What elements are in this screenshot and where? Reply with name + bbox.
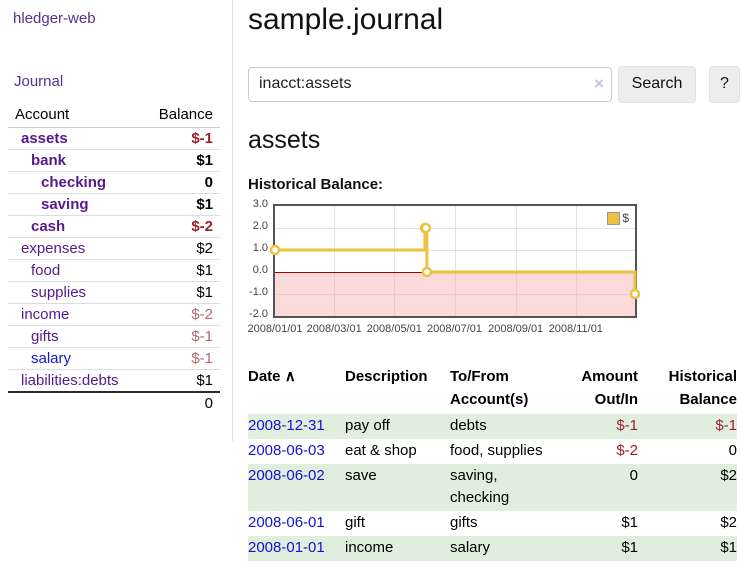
chart-plot: $ — [269, 204, 641, 318]
txn-balance: 0 — [728, 442, 737, 459]
account-row: food $1 — [8, 259, 220, 282]
register-row: 2008-06-01 gift gifts $1 $2 — [248, 511, 737, 536]
account-link-salary[interactable]: salary — [31, 350, 72, 367]
txn-accounts: gifts — [450, 514, 478, 531]
main-content: sample.journal × Search ? assets Histori… — [247, 0, 740, 561]
txn-balance: $1 — [638, 536, 737, 561]
account-balance: $1 — [138, 193, 220, 216]
register-header-description: Description — [345, 368, 428, 385]
txn-date-link[interactable]: 2008-01-01 — [248, 539, 325, 556]
account-row: cash $-2 — [8, 215, 220, 238]
account-link-food[interactable]: food — [31, 262, 61, 279]
account-row: bank $1 — [8, 149, 220, 172]
txn-accounts: food, supplies — [450, 442, 543, 459]
account-balance: $1 — [138, 281, 220, 304]
txn-amount: $-1 — [581, 414, 638, 439]
account-row: gifts $-1 — [8, 325, 220, 348]
legend-swatch-icon — [607, 211, 621, 225]
accounts-header-balance: Balance — [138, 104, 220, 128]
account-balance: $-1 — [138, 347, 220, 370]
txn-amount: $1 — [581, 536, 638, 561]
register-header-amount: Amount Out/In — [581, 368, 638, 408]
account-link-liabilities-debts[interactable]: liabilities:debts — [21, 372, 119, 389]
txn-date-link[interactable]: 2008-06-03 — [248, 442, 325, 459]
search-form: × Search ? — [248, 65, 740, 103]
account-balance: $-1 — [191, 130, 213, 147]
account-link-assets[interactable]: assets — [21, 130, 68, 147]
account-link-supplies[interactable]: supplies — [31, 284, 87, 301]
page-title: sample.journal — [248, 3, 444, 36]
register-row: 2008-01-01 income salary $1 $1 — [248, 536, 737, 561]
account-link-saving[interactable]: saving — [41, 196, 89, 213]
chart-title: Historical Balance: — [248, 176, 384, 193]
txn-accounts: debts — [450, 414, 581, 439]
search-input[interactable] — [248, 66, 612, 102]
txn-date-link[interactable]: 2008-06-01 — [248, 514, 325, 531]
sidebar-item-journal[interactable]: Journal — [14, 73, 64, 90]
register-row: 2008-06-03 eat & shop food, supplies $-2… — [248, 439, 737, 464]
register-header-date: Date ∧ — [248, 368, 296, 385]
chart-legend: $ — [605, 210, 631, 226]
account-balance: $-1 — [138, 325, 220, 348]
txn-description: gift — [345, 514, 366, 531]
account-link-bank[interactable]: bank — [31, 152, 67, 169]
account-link-expenses[interactable]: expenses — [21, 240, 86, 257]
register-header-accounts: To/From Account(s) — [450, 368, 529, 408]
txn-amount: 0 — [581, 464, 638, 511]
txn-balance: $2 — [638, 464, 737, 511]
register-table: Date ∧ Description To/From Account(s) Am… — [248, 364, 737, 561]
txn-amount: $1 — [621, 514, 638, 531]
account-balance: $-2 — [138, 215, 220, 238]
txn-description: eat & shop — [345, 442, 417, 459]
txn-accounts: salary — [450, 536, 581, 561]
txn-description: income — [345, 536, 450, 561]
help-button[interactable]: ? — [709, 65, 740, 103]
account-balance: $2 — [138, 237, 220, 260]
account-row: checking 0 — [8, 171, 220, 194]
account-row: assets $-1 — [8, 128, 220, 150]
register-row: 2008-12-31 pay off debts $-1 $-1 — [248, 414, 737, 439]
txn-date-link[interactable]: 2008-06-02 — [248, 467, 325, 484]
clear-search-icon[interactable]: × — [594, 73, 604, 93]
register-header-balance: Historical Balance — [668, 368, 737, 408]
txn-amount: $-2 — [616, 442, 638, 459]
txn-balance: $2 — [720, 514, 737, 531]
register-row: 2008-06-02 save saving, checking 0 $2 — [248, 464, 737, 511]
account-link-checking[interactable]: checking — [41, 174, 107, 191]
txn-description: pay off — [345, 414, 450, 439]
search-button[interactable]: Search — [618, 65, 696, 103]
accounts-total-row: 0 — [8, 391, 220, 414]
account-row: supplies $1 — [8, 281, 220, 304]
account-row: salary $-1 — [8, 347, 220, 370]
account-row: saving $1 — [8, 193, 220, 216]
txn-date-link[interactable]: 2008-12-31 — [248, 417, 325, 434]
accounts-table: Account Balance assets $-1 bank $1 checkin… — [8, 104, 220, 414]
account-link-cash[interactable]: cash — [31, 218, 66, 235]
txn-balance: $-1 — [638, 414, 737, 439]
sort-asc-icon: ∧ — [284, 368, 296, 385]
txn-description: save — [345, 464, 450, 511]
legend-label: $ — [622, 211, 629, 225]
account-row: expenses $2 — [8, 237, 220, 260]
sidebar: hledger-web Journal Account Balance asse… — [0, 0, 233, 441]
account-link-income[interactable]: income — [21, 306, 70, 323]
account-balance: $1 — [138, 259, 220, 282]
accounts-total-value: 0 — [138, 391, 220, 414]
brand-link[interactable]: hledger-web — [13, 10, 96, 27]
account-balance: $1 — [138, 149, 220, 172]
accounts-header-account: Account — [8, 104, 138, 128]
historical-balance-chart: $ 3.0 2.0 1.0 0.0 -1.0 -2.0 2008/01/01 2008/03… — [247, 198, 641, 340]
account-row: liabilities:debts $1 — [8, 369, 220, 392]
txn-accounts: saving, checking — [450, 464, 581, 511]
account-row: income $-2 — [8, 303, 220, 326]
account-balance: $-2 — [138, 303, 220, 326]
account-balance: $1 — [138, 369, 220, 392]
account-heading: assets — [248, 126, 321, 154]
account-link-gifts[interactable]: gifts — [31, 328, 59, 345]
account-balance: 0 — [138, 171, 220, 194]
